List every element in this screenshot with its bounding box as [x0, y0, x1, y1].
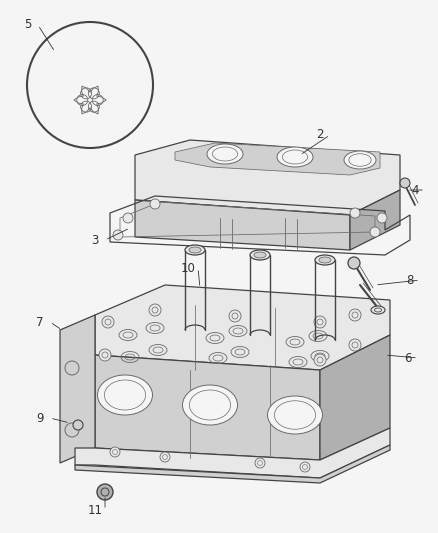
- Polygon shape: [75, 445, 390, 483]
- Polygon shape: [60, 315, 95, 463]
- Ellipse shape: [185, 245, 205, 255]
- Circle shape: [102, 316, 114, 328]
- Circle shape: [150, 199, 160, 209]
- Polygon shape: [95, 355, 320, 460]
- Circle shape: [314, 316, 326, 328]
- Text: 8: 8: [406, 273, 413, 287]
- Ellipse shape: [254, 252, 266, 258]
- Ellipse shape: [250, 250, 270, 260]
- Circle shape: [349, 339, 361, 351]
- Polygon shape: [95, 285, 390, 370]
- Circle shape: [149, 304, 161, 316]
- Text: 11: 11: [88, 504, 102, 516]
- Polygon shape: [175, 143, 380, 175]
- Ellipse shape: [268, 396, 322, 434]
- Ellipse shape: [371, 306, 385, 314]
- Circle shape: [377, 213, 387, 223]
- Polygon shape: [135, 140, 400, 215]
- Polygon shape: [75, 428, 390, 478]
- Text: 6: 6: [404, 351, 412, 365]
- Text: 9: 9: [36, 411, 44, 424]
- Polygon shape: [135, 200, 350, 250]
- Circle shape: [110, 447, 120, 457]
- Text: 2: 2: [316, 128, 324, 141]
- Circle shape: [348, 257, 360, 269]
- Circle shape: [370, 227, 380, 237]
- Circle shape: [123, 213, 133, 223]
- Circle shape: [160, 452, 170, 462]
- Text: 5: 5: [25, 19, 32, 31]
- Ellipse shape: [315, 255, 335, 265]
- Circle shape: [73, 420, 83, 430]
- Circle shape: [314, 354, 326, 366]
- Text: 10: 10: [180, 262, 195, 274]
- Circle shape: [113, 230, 123, 240]
- Ellipse shape: [319, 257, 331, 263]
- Circle shape: [229, 310, 241, 322]
- Ellipse shape: [183, 385, 237, 425]
- Circle shape: [349, 309, 361, 321]
- Circle shape: [400, 178, 410, 188]
- Ellipse shape: [98, 375, 152, 415]
- Circle shape: [255, 458, 265, 468]
- Ellipse shape: [189, 247, 201, 253]
- Circle shape: [99, 349, 111, 361]
- Ellipse shape: [277, 147, 313, 167]
- Ellipse shape: [344, 151, 376, 169]
- Polygon shape: [320, 335, 390, 460]
- Text: 7: 7: [36, 316, 44, 328]
- Ellipse shape: [207, 144, 243, 164]
- Circle shape: [300, 462, 310, 472]
- Polygon shape: [350, 190, 400, 250]
- Text: 3: 3: [91, 233, 99, 246]
- Text: 4: 4: [411, 183, 419, 197]
- Circle shape: [27, 22, 153, 148]
- Circle shape: [97, 484, 113, 500]
- Circle shape: [350, 208, 360, 218]
